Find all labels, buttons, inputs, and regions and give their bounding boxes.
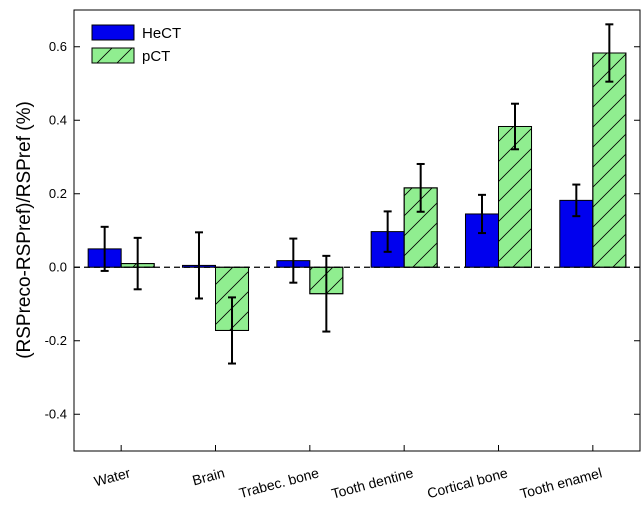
error-bar-pct-3 (416, 162, 425, 213)
error-bar-hect-0 (100, 225, 109, 272)
x-tick-label: Trabec. bone (237, 464, 321, 501)
error-bar-hect-3 (383, 210, 392, 253)
bar-hatch-pct-5 (592, 52, 627, 268)
y-tick-label: 0.4 (49, 112, 67, 127)
error-bar-hect-2 (289, 237, 298, 284)
error-bar-hect-5 (572, 183, 581, 218)
y-tick-label: -0.2 (45, 333, 67, 348)
x-tick-label: Water (92, 464, 132, 489)
legend-swatch-hatch (91, 47, 135, 64)
x-tick-label: Brain (191, 464, 227, 488)
legend: HeCT pCT (91, 24, 181, 65)
x-tick-label: Tooth dentine (330, 464, 416, 501)
legend-swatch-hect (91, 24, 135, 41)
x-axis: Water Brain Trabec. bone Tooth dentine Corti… (92, 445, 604, 502)
y-tick-label: -0.4 (45, 406, 67, 421)
bars-layer (87, 52, 627, 331)
y-tick-label: 0.6 (49, 39, 67, 54)
error-bar-pct-0 (133, 236, 142, 291)
x-tick-label: Cortical bone (425, 464, 509, 501)
x-tick-label: Tooth enamel (518, 464, 603, 501)
y-tick-label: 0.2 (49, 186, 67, 201)
error-bar-hect-1 (194, 231, 203, 300)
error-bar-pct-5 (605, 23, 614, 83)
error-bar-pct-2 (322, 254, 331, 333)
y-axis-title: (RSPreco-RSPref)/RSPref (%) (14, 101, 35, 359)
error-bars-layer (100, 23, 614, 365)
error-bar-pct-1 (228, 296, 237, 365)
legend-label-pct: pCT (142, 48, 170, 65)
error-bar-hect-4 (477, 193, 486, 235)
plot-frame (73, 9, 641, 452)
error-bar-pct-4 (511, 102, 520, 151)
y-tick-label: 0.0 (49, 259, 67, 274)
legend-label-hect: HeCT (142, 25, 181, 42)
y-axis: -0.4 -0.2 0.0 0.2 0.4 0.6 (45, 39, 640, 421)
